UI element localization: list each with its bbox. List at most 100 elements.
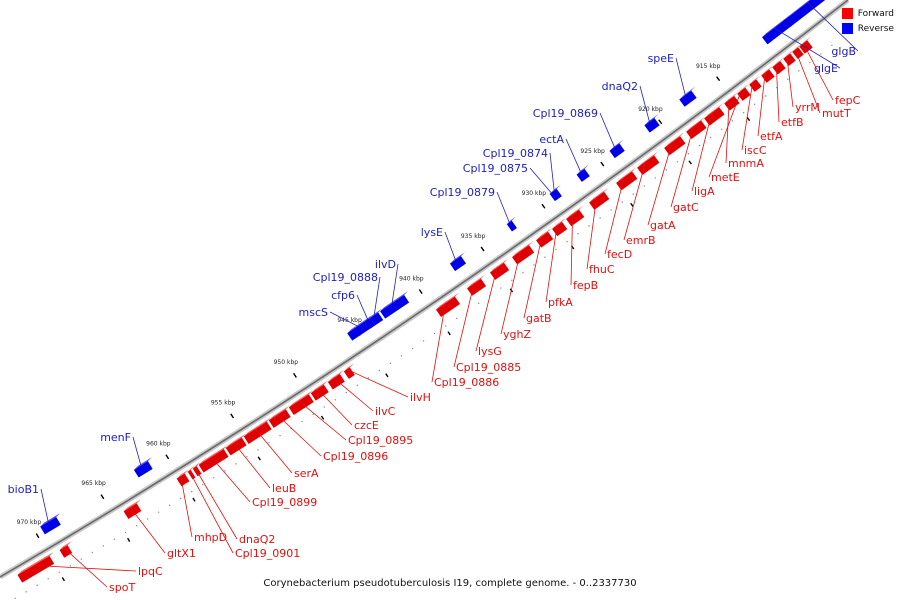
gene-label-lysg: lysG (478, 345, 502, 358)
guide-dot (268, 442, 270, 444)
guide-dot (720, 128, 723, 130)
gene-label-yrrm: yrrM (795, 101, 820, 114)
kbp-tick-mark-lower (320, 415, 325, 420)
gene-top-face (17, 551, 54, 575)
gene-front-face (347, 319, 374, 341)
gene-leader-line (132, 436, 142, 466)
gene-front-face (225, 437, 247, 456)
gene-biob1 (40, 513, 61, 535)
gene-front-face (133, 461, 153, 478)
kbp-tick-label: 915 kbp (696, 63, 721, 70)
gene-gltx1 (123, 499, 142, 519)
gene-label-etfa: etfA (760, 130, 783, 143)
gene-top-face (40, 513, 61, 527)
gene-label-cfp6: cfp6 (331, 289, 355, 302)
guide-dot (709, 136, 712, 139)
kbp-tick-label: 930 kbp (522, 190, 547, 197)
guide-dot (58, 571, 60, 573)
gene-leader-line (529, 167, 552, 194)
guide-dot (665, 169, 668, 171)
gene-spot (59, 541, 73, 558)
gene-top-face (370, 308, 383, 318)
gene-label-lyse: lysE (421, 226, 443, 239)
gene-label-gltx1: gltX1 (167, 547, 196, 560)
gene-leader-line (129, 507, 166, 554)
guide-dot (213, 477, 215, 479)
gene-label-ecta: ectA (539, 133, 564, 146)
gene-top-face (512, 241, 534, 258)
guide-dot (279, 434, 281, 437)
guide-dot (599, 217, 601, 219)
gene-label-fepc: fepC (835, 94, 861, 107)
kbp-tick-mark (293, 372, 297, 378)
gene-leader-line (691, 112, 713, 192)
gene-leader-line (725, 99, 730, 164)
gene-front-face (589, 191, 610, 210)
gene-label-glge: glgE (814, 62, 838, 75)
gene-leader-line (194, 467, 238, 540)
guide-dot (753, 103, 756, 106)
guide-dot (334, 399, 336, 401)
gene-front-face (549, 191, 558, 202)
gene-mnma (724, 91, 740, 111)
guide-dot (676, 161, 679, 163)
gene-top-face (704, 103, 724, 119)
kbp-tick-mark-lower (385, 373, 389, 378)
gene-front-face (637, 155, 660, 176)
legend: Forward Reverse (841, 6, 894, 36)
gene-ecta (576, 164, 590, 182)
gene-leader-line (794, 49, 821, 114)
gene-label-iscc: iscC (744, 144, 767, 157)
gene-top-face (616, 167, 637, 184)
gene-leader-line (444, 231, 456, 261)
guide-dot (764, 95, 767, 97)
kbp-tick-mark-lower (630, 202, 634, 207)
kbp-tick-label: 940 kbp (399, 275, 424, 282)
guide-dot (831, 44, 833, 47)
gene-top-face (566, 205, 584, 219)
gene-label-pfka: pfkA (548, 296, 573, 309)
kbp-tick-mark-lower (447, 331, 451, 336)
gene-top-face (380, 290, 409, 312)
gene-leader-line (391, 263, 399, 304)
gene-label-spee: speE (648, 52, 674, 65)
gene-mhpd (176, 469, 190, 487)
guide-dot (102, 545, 105, 547)
gene-label-cpl19-0886: Cpl19_0886 (434, 376, 499, 389)
gene-leader-line (254, 428, 293, 474)
gene-top-face (327, 370, 344, 382)
guide-dot (113, 538, 116, 540)
gene-label-dnaq2: dnaQ2 (239, 533, 275, 546)
gene-label-cpl19-0875: Cpl19_0875 (463, 162, 528, 175)
gene-leader-line (586, 197, 597, 270)
gene-leader-line (33, 564, 137, 572)
genome-backbone-core (0, 0, 849, 578)
gene-front-face (370, 312, 384, 326)
gene-dnaq2 (644, 113, 660, 133)
gene-glge (762, 14, 792, 45)
guide-dot (168, 504, 171, 507)
gene-front-face (724, 95, 740, 111)
gene-top-face (549, 187, 557, 194)
gene-sera (243, 417, 272, 444)
gene-leader-line (431, 303, 446, 383)
gene-label-sera: serA (294, 467, 319, 480)
gene-fecd (616, 167, 638, 191)
guide-dot (411, 347, 414, 350)
gene-top-face (761, 65, 774, 76)
kbp-tick-mark (658, 119, 663, 125)
kbp-tick-mark-lower (127, 537, 131, 542)
guide-dot (157, 511, 160, 513)
guide-dot (202, 484, 204, 486)
gene-cpl19-0879 (506, 216, 517, 232)
gene-top-face (576, 164, 589, 175)
gene-leader-line (233, 442, 271, 489)
gene-leader-line (523, 235, 543, 319)
guide-dot (36, 584, 38, 587)
gene-leader-line (453, 283, 475, 368)
gene-front-face (310, 384, 329, 401)
gene-top-face (225, 433, 246, 448)
legend-reverse-label: Reverse (857, 23, 894, 34)
kbp-tick-label: 925 kbp (580, 148, 605, 155)
gene-front-face (761, 69, 775, 83)
